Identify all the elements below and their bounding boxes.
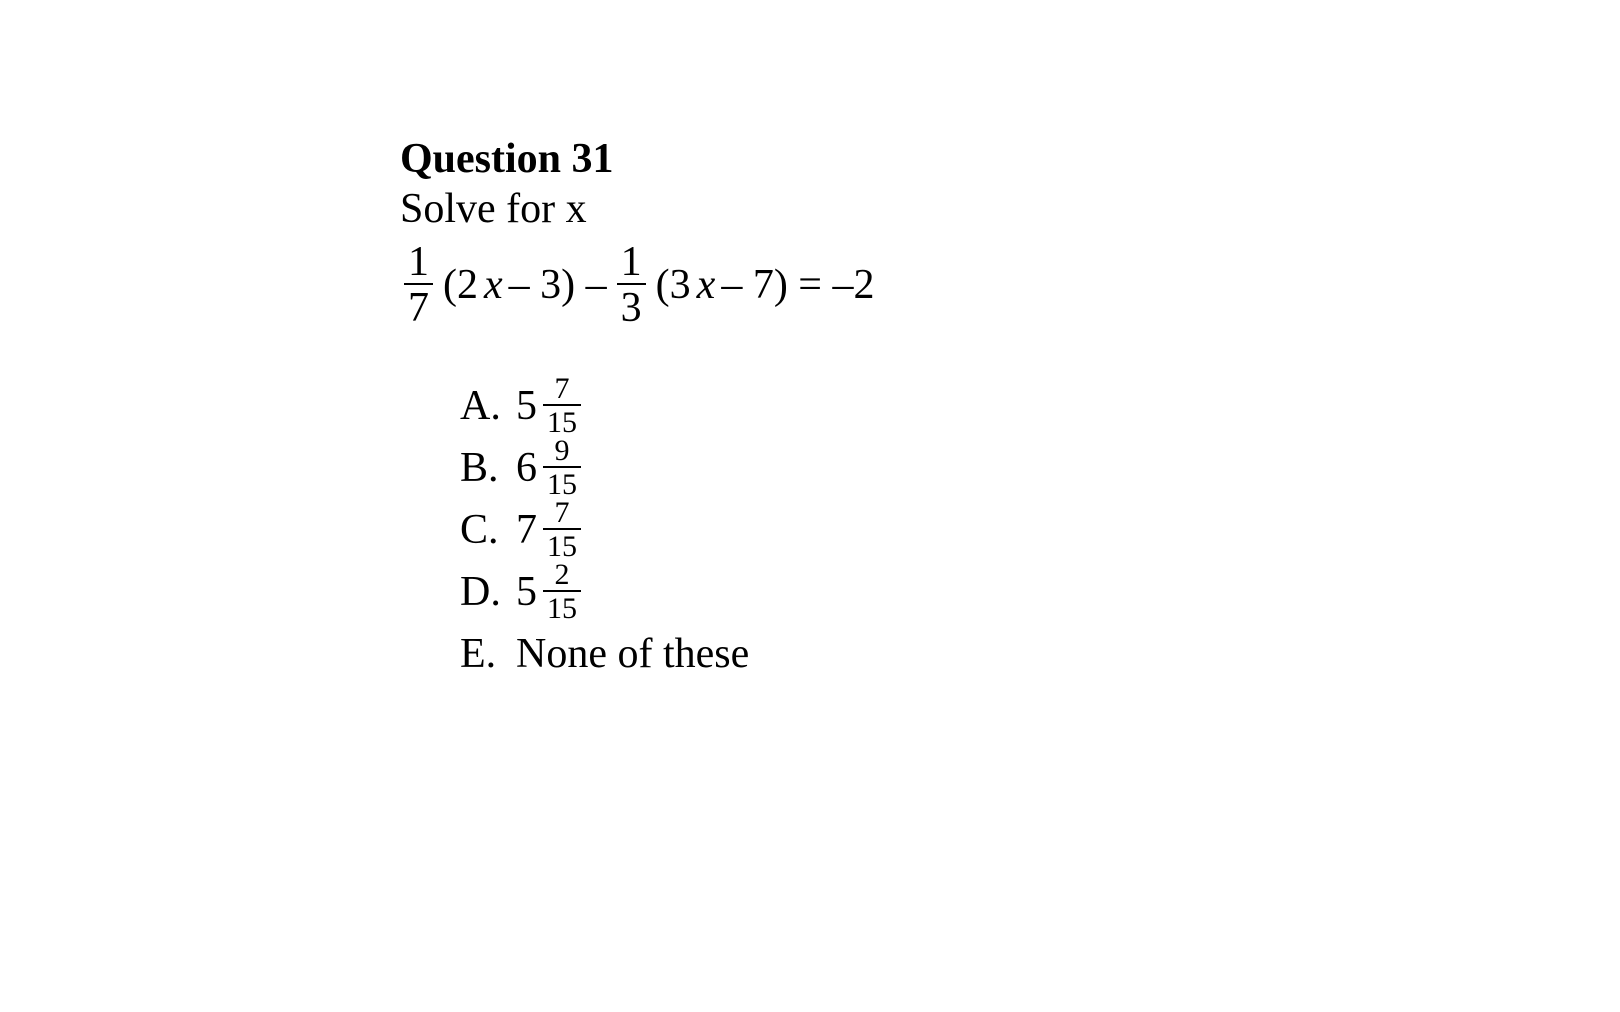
fraction-2-denominator: 3 xyxy=(617,283,646,329)
fraction-2: 1 3 xyxy=(617,241,646,329)
fraction-part: 9 15 xyxy=(543,436,581,500)
fraction-denominator: 15 xyxy=(543,528,581,562)
answer-text: None of these xyxy=(516,633,749,675)
answer-letter: D. xyxy=(460,571,516,613)
fraction-part: 2 15 xyxy=(543,560,581,624)
fraction-part: 7 15 xyxy=(543,498,581,562)
fraction-1: 1 7 xyxy=(404,241,433,329)
equation-text-1a: (2 xyxy=(443,264,478,306)
mixed-number: 7 7 15 xyxy=(516,498,585,562)
whole-part: 6 xyxy=(516,447,537,489)
fraction-denominator: 15 xyxy=(543,590,581,624)
mixed-number: 6 9 15 xyxy=(516,436,585,500)
equation: 1 7 (2 x – 3) – 1 3 (3 x – 7) = –2 xyxy=(400,241,875,329)
fraction-1-numerator: 1 xyxy=(404,241,433,283)
fraction-numerator: 7 xyxy=(551,498,574,528)
fraction-part: 7 15 xyxy=(543,374,581,438)
fraction-2-numerator: 1 xyxy=(617,241,646,283)
answer-option-d[interactable]: D. 5 2 15 xyxy=(460,561,749,623)
answer-letter: E. xyxy=(460,633,516,675)
answer-list: A. 5 7 15 B. 6 9 15 xyxy=(460,375,749,685)
equation-text-1b: – 3) – xyxy=(509,264,607,306)
answer-letter: A. xyxy=(460,385,516,427)
answer-letter: B. xyxy=(460,447,516,489)
mixed-number: 5 2 15 xyxy=(516,560,585,624)
answer-letter: C. xyxy=(460,509,516,551)
question-prompt: Solve for x xyxy=(400,185,875,233)
fraction-numerator: 9 xyxy=(551,436,574,466)
mixed-number: 5 7 15 xyxy=(516,374,585,438)
whole-part: 5 xyxy=(516,571,537,613)
question-block: Question 31 Solve for x 1 7 (2 x – 3) – … xyxy=(400,135,875,329)
equation-text-2b: – 7) = –2 xyxy=(721,264,874,306)
fraction-1-denominator: 7 xyxy=(404,283,433,329)
fraction-numerator: 7 xyxy=(551,374,574,404)
equation-var-x-2: x xyxy=(697,264,716,306)
answer-option-b[interactable]: B. 6 9 15 xyxy=(460,437,749,499)
answer-option-a[interactable]: A. 5 7 15 xyxy=(460,375,749,437)
answer-option-e[interactable]: E. None of these xyxy=(460,623,749,685)
answer-option-c[interactable]: C. 7 7 15 xyxy=(460,499,749,561)
equation-text-2a: (3 xyxy=(656,264,691,306)
fraction-numerator: 2 xyxy=(551,560,574,590)
whole-part: 5 xyxy=(516,385,537,427)
fraction-denominator: 15 xyxy=(543,466,581,500)
page: Question 31 Solve for x 1 7 (2 x – 3) – … xyxy=(0,0,1620,1012)
question-title: Question 31 xyxy=(400,135,875,183)
fraction-denominator: 15 xyxy=(543,404,581,438)
whole-part: 7 xyxy=(516,509,537,551)
equation-var-x-1: x xyxy=(484,264,503,306)
